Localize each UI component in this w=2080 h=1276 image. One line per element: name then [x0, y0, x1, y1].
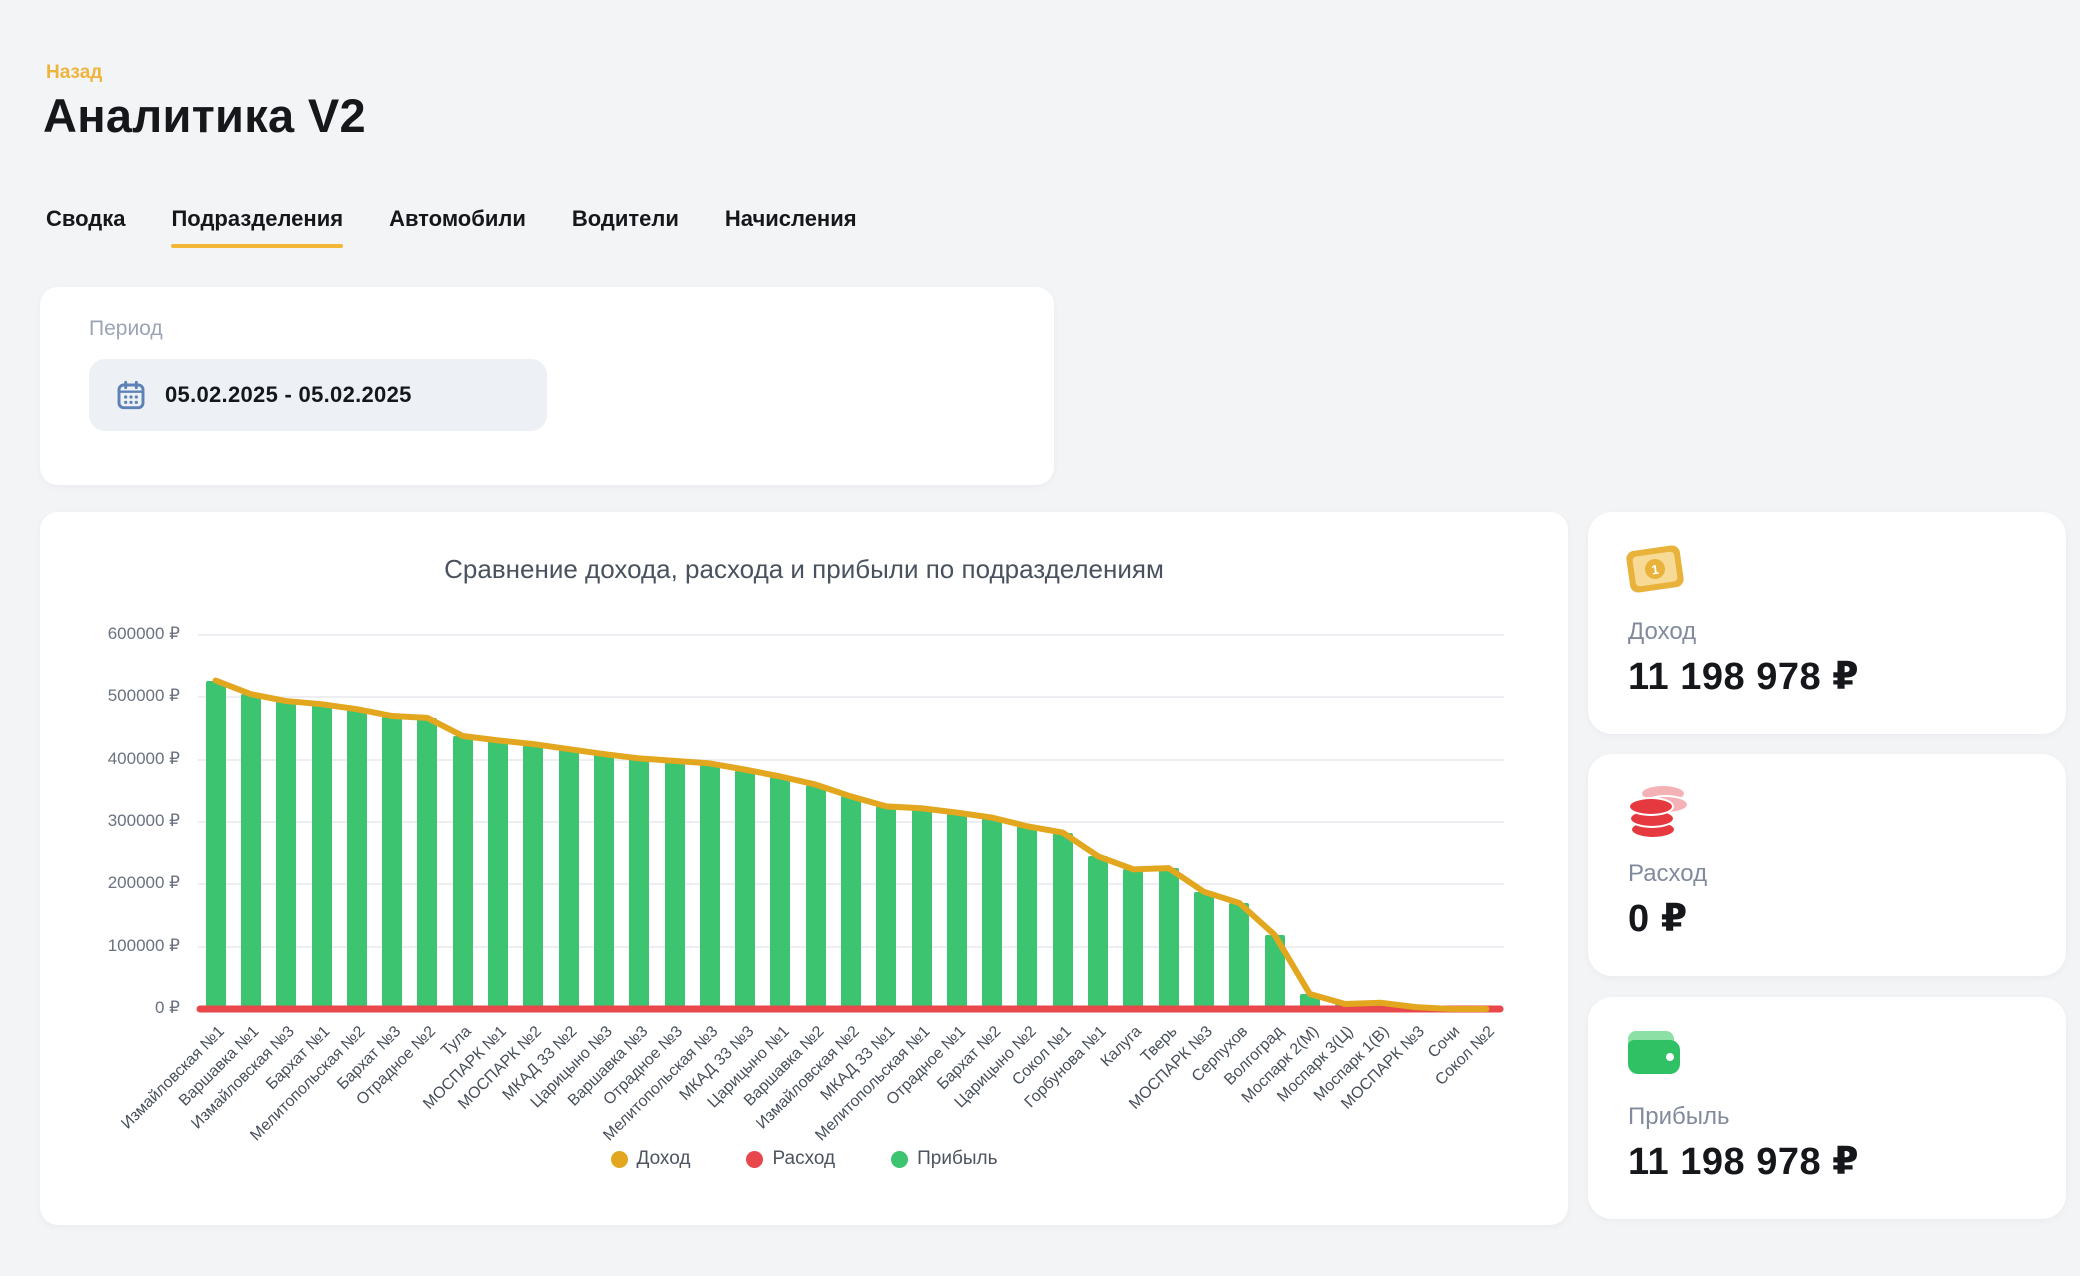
profit-bar[interactable]: [452, 735, 473, 1009]
legend-label: Прибыль: [917, 1148, 998, 1169]
profit-bar[interactable]: [911, 808, 932, 1009]
banknote-icon: 1: [1625, 544, 1685, 594]
page-title: Аналитика V2: [43, 89, 366, 142]
profit-value: 11 198 978 ₽: [1628, 1141, 1860, 1183]
profit-bar[interactable]: [240, 694, 261, 1009]
legend-label: Доход: [636, 1148, 691, 1169]
y-axis-label: 200000 ₽: [107, 873, 180, 893]
profit-bar[interactable]: [1052, 832, 1073, 1009]
legend-item-income[interactable]: Доход: [610, 1148, 691, 1170]
profit-bar[interactable]: [841, 796, 861, 1009]
coins-icon: [1628, 784, 1689, 842]
profit-bar[interactable]: [346, 709, 367, 1009]
profit-bar[interactable]: [382, 716, 403, 1009]
y-axis-label: 100000 ₽: [107, 935, 180, 955]
profit-bar[interactable]: [523, 744, 544, 1009]
y-axis-label: 300000 ₽: [107, 811, 180, 830]
income-line: [212, 677, 1490, 1012]
legend-dot: [610, 1150, 628, 1168]
back-link[interactable]: Назад: [46, 62, 103, 83]
expense-label: Расход: [1628, 860, 1708, 887]
profit-bar[interactable]: [311, 704, 332, 1009]
calendar-icon: [115, 379, 147, 411]
y-axis-label: 600000 ₽: [107, 624, 180, 643]
chart-legend: Доход Расход Прибыль: [40, 1148, 1568, 1170]
gridline: [198, 696, 1504, 699]
profit-bar[interactable]: [1158, 868, 1179, 1009]
tab-nachisleniya[interactable]: Начисления: [724, 206, 857, 231]
expense-value: 0 ₽: [1628, 898, 1688, 940]
tab-svodka[interactable]: Сводка: [46, 206, 126, 231]
chart-card: Сравнение дохода, расхода и прибыли по п…: [40, 512, 1568, 1225]
period-filter-card: Период 05.02.2025 - 05.02.2025: [40, 287, 1054, 485]
profit-bar[interactable]: [1193, 891, 1214, 1009]
tabs-bar: Сводка Подразделения Автомобили Водители Нач…: [46, 206, 857, 248]
tab-avtomobili[interactable]: Автомобили: [389, 206, 526, 231]
profit-bar[interactable]: [593, 754, 614, 1009]
profit-bar[interactable]: [946, 812, 967, 1009]
profit-bar[interactable]: [205, 680, 226, 1009]
income-value: 11 198 978 ₽: [1628, 656, 1860, 698]
profit-label: Прибыль: [1628, 1103, 1730, 1130]
profit-bar[interactable]: [1264, 934, 1285, 1009]
income-label: Доход: [1628, 618, 1697, 645]
gridline: [198, 758, 1504, 761]
profit-bar[interactable]: [1229, 903, 1250, 1009]
legend-dot: [891, 1150, 909, 1168]
profit-bar[interactable]: [488, 740, 509, 1009]
legend-dot: [746, 1150, 764, 1168]
profit-bar[interactable]: [1123, 869, 1144, 1009]
period-input[interactable]: 05.02.2025 - 05.02.2025: [89, 359, 547, 431]
profit-bar[interactable]: [629, 758, 650, 1009]
profit-bar[interactable]: [1017, 826, 1038, 1009]
profit-card: Прибыль 11 198 978 ₽: [1588, 997, 2066, 1219]
y-axis-label: 500000 ₽: [107, 686, 180, 706]
profit-bar[interactable]: [276, 701, 297, 1009]
y-axis-label: 0 ₽: [155, 998, 180, 1017]
wallet-icon: [1628, 1031, 1682, 1079]
profit-bar[interactable]: [876, 806, 897, 1009]
legend-label: Расход: [772, 1148, 836, 1169]
tab-voditeli[interactable]: Водители: [571, 206, 679, 231]
gridline: [198, 634, 1504, 636]
profit-bar[interactable]: [664, 760, 685, 1009]
legend-item-profit[interactable]: Прибыль: [891, 1148, 997, 1170]
period-label: Период: [89, 317, 163, 340]
profit-bar[interactable]: [558, 749, 579, 1009]
y-axis-label: 400000 ₽: [107, 748, 180, 768]
profit-bar[interactable]: [982, 817, 1003, 1009]
profit-bar[interactable]: [805, 784, 826, 1009]
period-value: 05.02.2025 - 05.02.2025: [165, 382, 412, 407]
legend-item-expense[interactable]: Расход: [746, 1148, 835, 1170]
profit-bar[interactable]: [735, 769, 756, 1009]
expense-card: Расход 0 ₽: [1588, 754, 2066, 976]
tab-podrazdeleniya[interactable]: Подразделения: [171, 206, 343, 248]
profit-bar[interactable]: [417, 717, 438, 1009]
profit-bar[interactable]: [770, 776, 791, 1009]
chart-title: Сравнение дохода, расхода и прибыли по п…: [444, 554, 1164, 584]
profit-bar[interactable]: [1088, 856, 1109, 1009]
income-card: 1 Доход 11 198 978 ₽: [1588, 512, 2066, 734]
profit-bar[interactable]: [699, 763, 720, 1009]
chart-lines: [196, 677, 1504, 1013]
